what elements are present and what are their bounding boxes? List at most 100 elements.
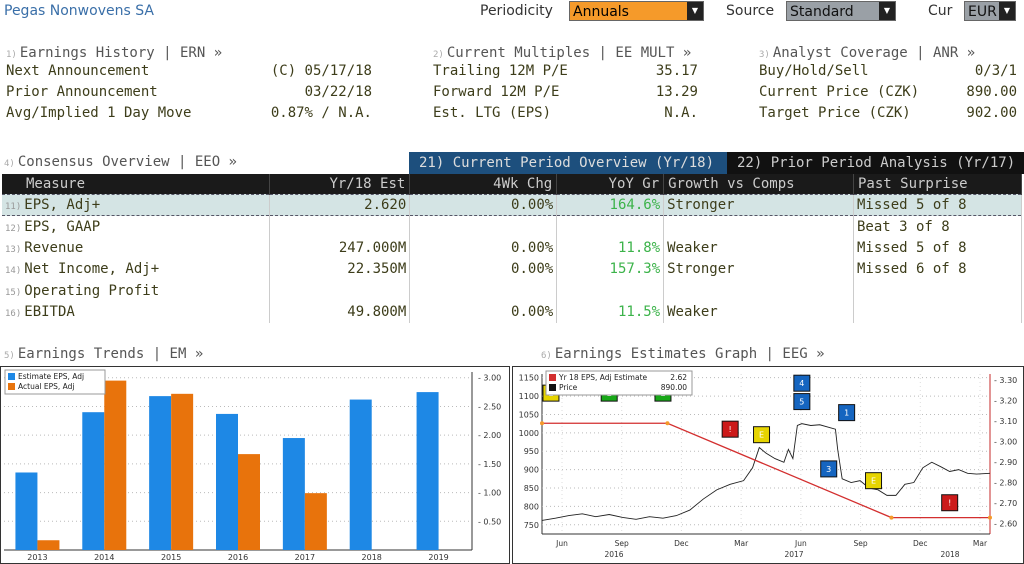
periodicity-dropdown[interactable]: Annuals ▼ <box>569 1 704 21</box>
table-row[interactable]: 15) Operating Profit <box>2 280 1022 302</box>
bar-estimate <box>416 392 439 550</box>
bar-estimate <box>282 438 305 550</box>
kv-row: Est. LTG (EPS) N.A. <box>433 105 698 121</box>
x-month-label: Sep <box>615 539 629 548</box>
x-tick-label: 2016 <box>228 553 248 562</box>
table-header-row: Measure Yr/18 Est 4Wk Chg YoY Gr Growth … <box>2 174 1022 194</box>
event-marker <box>793 374 811 392</box>
event-marker <box>865 472 883 490</box>
y-tick-label: - 2.50 <box>478 402 501 411</box>
cell-yoy <box>556 215 665 237</box>
periodicity-label: Periodicity <box>480 3 553 19</box>
table-row[interactable]: 11) EPS, Adj+ 2.620 0.00% 164.6% Stronger… <box>2 193 1022 216</box>
table-row[interactable]: 14) Net Income, Adj+ 22.350M 0.00% 157.3%… <box>2 258 1022 280</box>
x-tick-label: 2014 <box>94 553 114 562</box>
event-marker <box>838 404 856 422</box>
earnings-history-link[interactable]: 1) Earnings History | ERN » <box>6 45 223 61</box>
cell-yoy <box>556 280 665 302</box>
left-tick-label: 1000 <box>519 429 539 438</box>
col-growth-comps[interactable]: Growth vs Comps <box>663 174 854 194</box>
col-measure[interactable]: Measure <box>2 174 271 194</box>
kv-row: Next Announcement (C) 05/17/18 <box>6 63 372 79</box>
cell-chg <box>409 215 558 237</box>
current-multiples-section: 2) Current Multiples | EE MULT » Trailing… <box>433 45 699 126</box>
left-tick-label: 900 <box>524 466 539 475</box>
left-tick-label: 1050 <box>519 410 539 419</box>
price-line <box>541 423 991 521</box>
x-tick-label: 2019 <box>428 553 448 562</box>
tab-current-period[interactable]: 21) Current Period Overview (Yr/18) <box>409 152 727 174</box>
consensus-table: Measure Yr/18 Est 4Wk Chg YoY Gr Growth … <box>2 174 1022 323</box>
event-marker-label: 1 <box>844 409 849 418</box>
periodicity-value: Annuals <box>573 4 629 20</box>
x-month-label: Mar <box>973 539 988 548</box>
x-month-label: Jun <box>555 539 568 548</box>
earnings-trends-link[interactable]: 5) Earnings Trends | EM » <box>4 346 204 362</box>
currency-dropdown[interactable]: EUR ▼ <box>964 1 1016 21</box>
kv-row: Target Price (CZK) 902.00 <box>759 105 1017 121</box>
legend-swatch <box>8 373 15 380</box>
col-surprise[interactable]: Past Surprise <box>853 174 1022 194</box>
top-bar: Pegas Nonwovens SA Periodicity Annuals ▼… <box>0 0 1024 24</box>
col-yoy[interactable]: YoY Gr <box>556 174 665 194</box>
table-row[interactable]: 13) Revenue 247.000M 0.00% 11.8% Weaker M… <box>2 237 1022 259</box>
x-tick-label: 2017 <box>295 553 315 562</box>
estimate-point <box>889 515 894 520</box>
tab-prior-period[interactable]: 22) Prior Period Analysis (Yr/17) <box>737 155 1016 171</box>
legend-swatch <box>549 384 556 391</box>
cell-measure: 15) Operating Profit <box>2 280 271 302</box>
kv-row: Buy/Hold/Sell 0/3/1 <box>759 63 1017 79</box>
bar-actual <box>304 493 327 550</box>
cell-comps <box>663 215 854 237</box>
bar-estimate <box>216 413 238 550</box>
current-multiples-link[interactable]: 2) Current Multiples | EE MULT » <box>433 45 692 61</box>
source-dropdown[interactable]: Standard ▼ <box>786 1 896 21</box>
legend-value: 890.00 <box>661 383 687 392</box>
right-tick-label: - 2.70 <box>994 499 1017 508</box>
estimates-graph-chart: 750 800 850 900 950 1000 1050 1100 1150 - 2.60 - 2… <box>512 366 1024 564</box>
earnings-trends-chart: - 0.50 - 1.00 - 1.50 - 2.00 - 2.50 - 3.00 2013… <box>0 366 510 564</box>
event-marker-label: ! <box>948 499 951 508</box>
cell-surprise: Beat 3 of 8 <box>853 215 1022 237</box>
consensus-overview-link[interactable]: 4) Consensus Overview | EEO » <box>4 154 237 170</box>
x-month-label: Jun <box>794 539 807 548</box>
bar-estimate <box>15 472 38 550</box>
y-tick-label: - 1.50 <box>478 460 501 469</box>
left-tick-label: 800 <box>524 502 539 511</box>
x-tick-label: 2013 <box>27 553 47 562</box>
analyst-coverage-link[interactable]: 3) Analyst Coverage | ANR » <box>759 45 976 61</box>
cell-comps: Stronger <box>663 193 854 216</box>
estimate-point <box>540 421 544 426</box>
chevron-down-icon: ▼ <box>999 2 1015 20</box>
cell-measure: 13) Revenue <box>2 237 271 259</box>
estimate-point <box>988 515 992 520</box>
event-marker-label: 5 <box>799 398 804 407</box>
chevron-down-icon: ▼ <box>879 2 895 20</box>
chevron-down-icon: ▼ <box>687 2 703 20</box>
estimates-graph-link[interactable]: 6) Earnings Estimates Graph | EEG » <box>541 346 825 362</box>
bar-actual <box>171 393 194 550</box>
cell-surprise <box>853 280 1022 302</box>
cell-est: 247.000M <box>269 237 411 259</box>
table-row[interactable]: 16) EBITDA 49.800M 0.00% 11.5% Weaker <box>2 301 1022 323</box>
event-marker <box>721 420 739 438</box>
event-marker-label: 3 <box>826 465 831 474</box>
col-4wk[interactable]: 4Wk Chg <box>409 174 558 194</box>
y-tick-label: - 0.50 <box>478 517 501 526</box>
y-tick-label: - 3.00 <box>478 374 501 383</box>
x-month-label: Dec <box>913 539 928 548</box>
right-tick-label: - 2.80 <box>994 479 1017 488</box>
legend-label: Estimate EPS, Adj <box>18 372 84 381</box>
event-marker-label: E <box>871 477 876 486</box>
bar-actual <box>37 540 60 550</box>
right-tick-label: - 3.10 <box>994 417 1017 426</box>
source-value: Standard <box>790 4 854 20</box>
event-marker-label: E <box>759 431 764 440</box>
kv-row: Current Price (CZK) 890.00 <box>759 84 1017 100</box>
legend-box <box>545 370 693 396</box>
col-est[interactable]: Yr/18 Est <box>269 174 411 194</box>
event-marker-label: 4 <box>799 379 804 388</box>
x-tick-label: 2018 <box>362 553 382 562</box>
right-tick-label: - 3.00 <box>994 438 1017 447</box>
table-row[interactable]: 12) EPS, GAAP Beat 3 of 8 <box>2 215 1022 237</box>
